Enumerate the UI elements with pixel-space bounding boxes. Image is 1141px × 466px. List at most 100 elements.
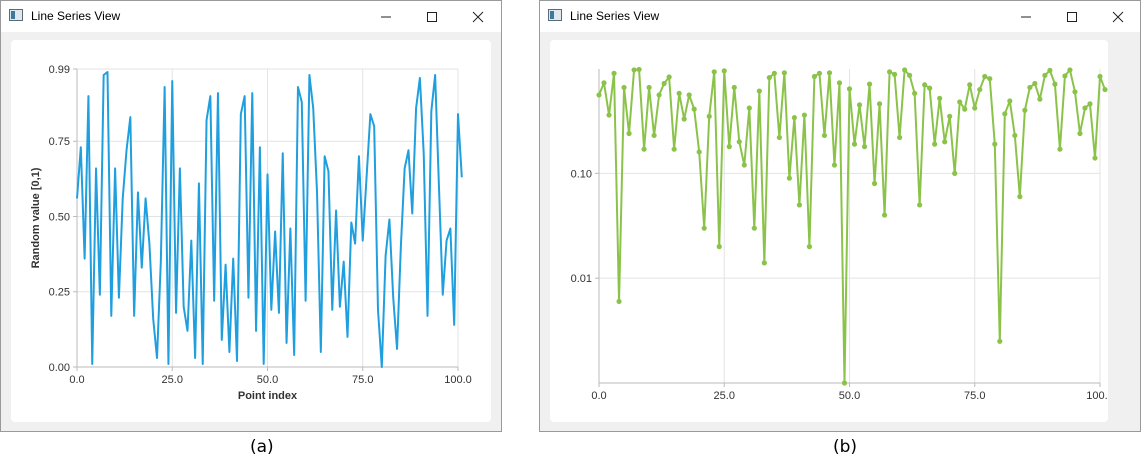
data-point xyxy=(791,115,797,121)
data-point xyxy=(756,88,762,94)
close-button[interactable] xyxy=(1095,1,1141,32)
data-point xyxy=(982,73,988,80)
title-bar[interactable]: Line Series View xyxy=(540,1,1140,32)
x-tick-label: 75.0 xyxy=(964,390,985,402)
data-point xyxy=(736,139,742,145)
data-point xyxy=(741,162,747,168)
data-point xyxy=(671,146,677,152)
data-point xyxy=(766,74,772,81)
data-point xyxy=(836,80,843,86)
data-point xyxy=(947,113,953,119)
caption-b: (b) xyxy=(833,437,858,457)
data-point xyxy=(611,70,617,76)
data-point xyxy=(826,70,833,76)
data-point xyxy=(666,74,672,80)
data-point xyxy=(696,149,702,155)
data-point xyxy=(751,225,757,231)
maximize-icon xyxy=(1067,12,1077,22)
data-point xyxy=(821,132,828,139)
maximize-button[interactable] xyxy=(409,1,455,32)
minimize-button[interactable] xyxy=(1003,1,1049,32)
data-point xyxy=(761,260,767,266)
line-chart[interactable]: 0.0 25.0 50.0 75.0 100.0 0.00 0.25 0.50 0.75 0.99… xyxy=(11,40,491,422)
data-point xyxy=(726,144,732,150)
data-point xyxy=(1102,86,1108,93)
data-point xyxy=(616,298,622,305)
data-point xyxy=(1012,132,1018,139)
series-line xyxy=(76,71,463,368)
data-point xyxy=(831,162,838,168)
data-point xyxy=(987,76,993,82)
y-tick-label: 0.99 xyxy=(49,64,70,76)
data-point xyxy=(711,69,717,75)
data-point xyxy=(912,90,918,96)
data-point xyxy=(942,139,948,145)
data-point xyxy=(871,180,878,187)
x-tick-label: 0.0 xyxy=(591,390,606,402)
data-point xyxy=(1072,89,1078,95)
chart-panel: 0.0 25.0 50.0 75.0 100.0 0.10 0.01 xyxy=(550,40,1114,422)
data-point xyxy=(721,68,727,74)
caption-a: (a) xyxy=(250,437,274,457)
data-point xyxy=(856,102,863,108)
data-point xyxy=(907,72,913,79)
data-point xyxy=(937,95,943,101)
data-point xyxy=(886,69,893,75)
data-point xyxy=(1022,107,1028,113)
data-point xyxy=(1097,73,1103,80)
app-window-icon xyxy=(9,9,23,21)
data-point xyxy=(952,170,958,176)
data-point xyxy=(781,70,787,76)
window-title: Line Series View xyxy=(31,9,121,23)
data-point xyxy=(922,82,928,88)
data-point xyxy=(1057,146,1063,152)
y-tick-label: 0.00 xyxy=(49,362,70,374)
close-icon xyxy=(472,11,484,23)
data-point xyxy=(601,80,607,86)
x-tick-label: 100.0 xyxy=(1086,390,1108,402)
data-point xyxy=(771,70,777,76)
series-line xyxy=(598,68,1106,384)
data-point xyxy=(801,112,808,118)
window-a: Line Series View 0.0 25.0 50.0 75.0 100.0 0.0… xyxy=(0,0,502,432)
x-tick-label: 50.0 xyxy=(839,390,860,402)
data-point xyxy=(646,84,652,91)
data-point xyxy=(746,105,752,111)
data-point xyxy=(881,212,888,218)
maximize-icon xyxy=(427,12,437,22)
data-point xyxy=(1027,84,1033,91)
data-point xyxy=(866,81,873,87)
y-tick-label: 0.10 xyxy=(571,168,592,180)
data-point xyxy=(932,141,938,147)
data-point xyxy=(691,106,697,112)
x-tick-label: 25.0 xyxy=(162,374,183,386)
data-point xyxy=(917,202,923,208)
title-bar[interactable]: Line Series View xyxy=(1,1,501,32)
data-point xyxy=(972,105,978,111)
data-point xyxy=(1047,67,1053,74)
x-tick-label: 50.0 xyxy=(257,374,278,386)
data-point xyxy=(626,130,632,137)
y-tick-label: 0.01 xyxy=(571,273,592,285)
data-point xyxy=(1077,130,1083,137)
chart-panel: 0.0 25.0 50.0 75.0 100.0 0.00 0.25 0.50 0.75 0.99… xyxy=(11,40,491,422)
data-point xyxy=(891,71,898,77)
data-point xyxy=(1002,111,1008,117)
data-point xyxy=(816,70,823,76)
close-button[interactable] xyxy=(455,1,501,32)
minimize-icon xyxy=(381,16,391,18)
data-point xyxy=(621,84,627,91)
data-point xyxy=(776,134,782,141)
data-point xyxy=(846,86,853,92)
y-tick-label: 0.25 xyxy=(49,287,70,299)
data-point xyxy=(1082,105,1088,111)
data-point xyxy=(681,116,687,122)
x-axis-title: Point index xyxy=(238,390,298,402)
maximize-button[interactable] xyxy=(1049,1,1095,32)
data-point xyxy=(811,73,818,80)
data-point xyxy=(851,141,858,147)
data-point xyxy=(656,92,662,98)
data-point xyxy=(992,141,998,147)
line-chart-log[interactable]: 0.0 25.0 50.0 75.0 100.0 0.10 0.01 xyxy=(550,40,1114,422)
minimize-button[interactable] xyxy=(363,1,409,32)
